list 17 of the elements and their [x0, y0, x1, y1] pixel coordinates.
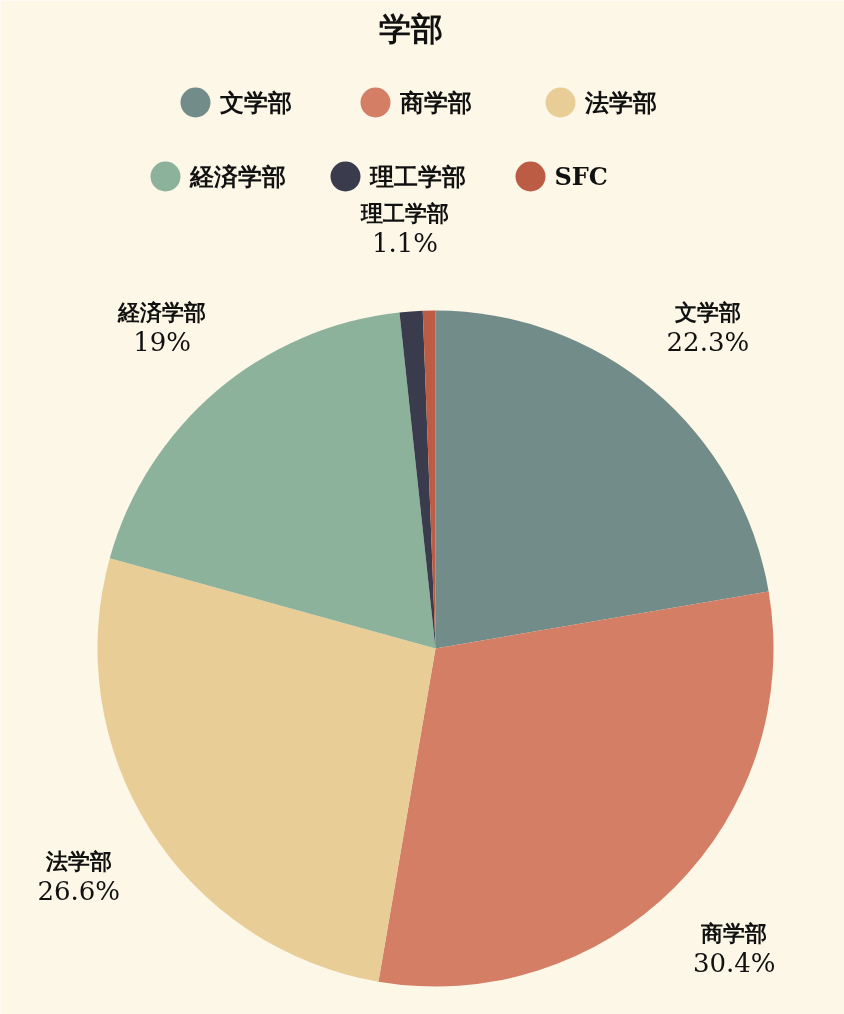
slice-label: 文学部	[673, 298, 741, 325]
data-label: 30.4%	[692, 948, 776, 979]
legend-label: 文学部	[219, 88, 292, 117]
data-label: 19%	[133, 327, 192, 358]
slice-label: 法学部	[44, 847, 112, 874]
slice-label: 理工学部	[360, 200, 449, 227]
legend-label: 経済学部	[188, 162, 286, 191]
data-label: 22.3%	[666, 326, 750, 357]
data-label: 26.6%	[37, 875, 121, 906]
slice-label: 商学部	[700, 920, 768, 947]
legend-label: 法学部	[583, 88, 657, 117]
data-label: 1.1%	[371, 228, 439, 259]
legend-label: 理工学部	[368, 162, 466, 191]
legend-label: SFC	[554, 162, 608, 191]
chart-title: 学部	[378, 9, 443, 48]
slice-label: 経済学部	[117, 299, 207, 326]
legend-label: 商学部	[398, 88, 472, 117]
